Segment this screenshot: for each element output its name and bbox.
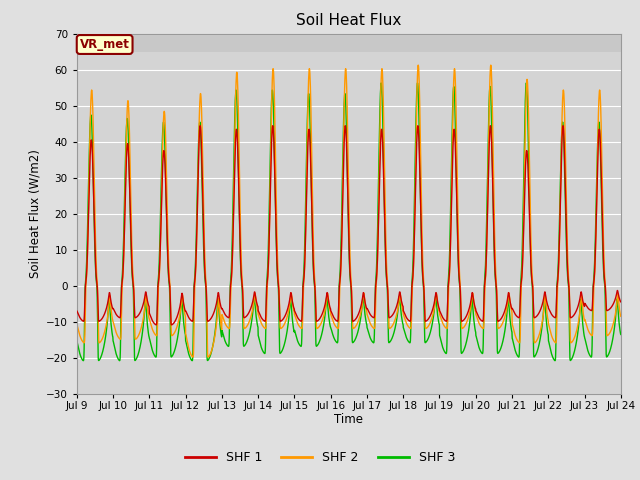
X-axis label: Time: Time [334, 413, 364, 426]
Legend: SHF 1, SHF 2, SHF 3: SHF 1, SHF 2, SHF 3 [180, 446, 460, 469]
Bar [77, 34, 621, 51]
Y-axis label: Soil Heat Flux (W/m2): Soil Heat Flux (W/m2) [29, 149, 42, 278]
Text: VR_met: VR_met [80, 38, 129, 51]
Title: Soil Heat Flux: Soil Heat Flux [296, 13, 401, 28]
